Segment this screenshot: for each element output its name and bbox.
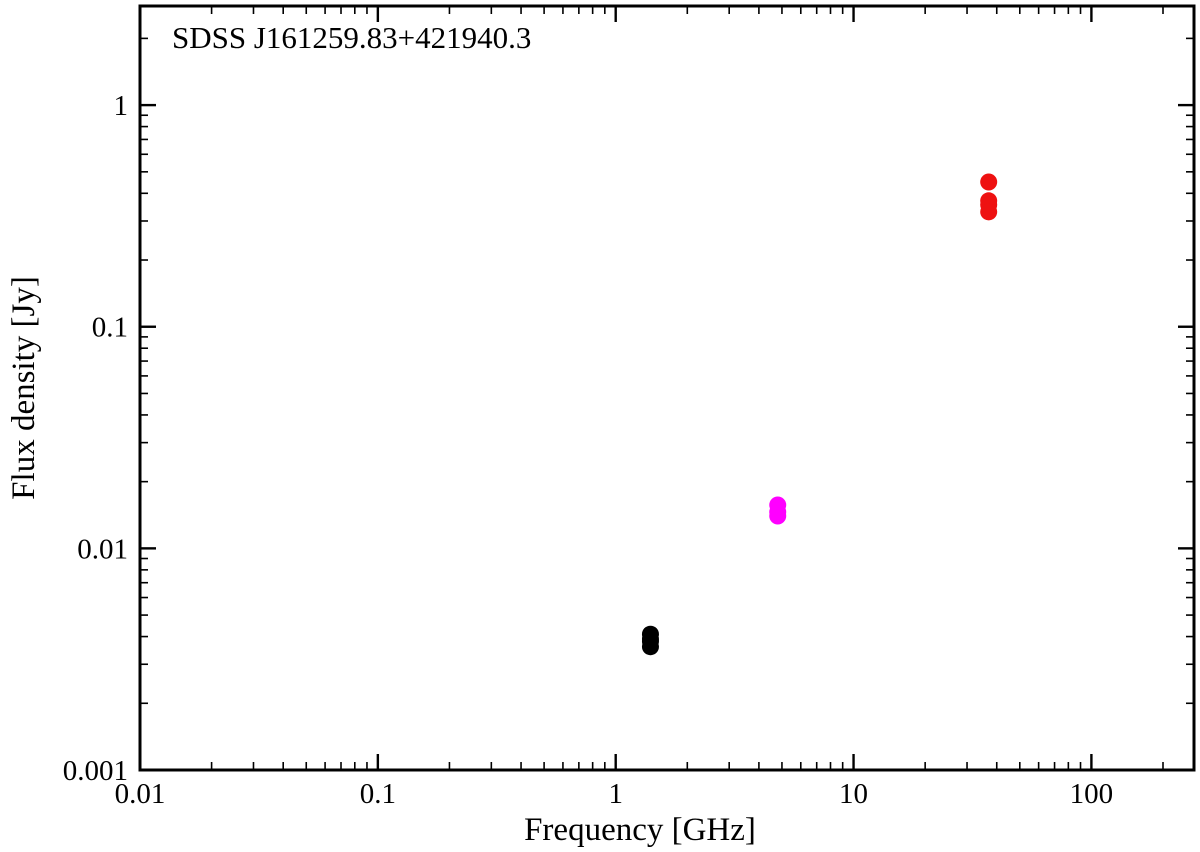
data-point	[641, 638, 659, 656]
x-tick-label: 0.1	[360, 778, 396, 810]
x-tick-label: 1	[608, 778, 623, 810]
x-tick-label: 0.01	[115, 778, 166, 810]
y-tick-label: 0.01	[77, 533, 128, 565]
y-tick-label: 0.1	[92, 312, 128, 344]
data-point	[769, 507, 787, 525]
y-axis-label: Flux density [Jy]	[6, 276, 42, 500]
minor-ticks	[140, 6, 1194, 770]
data-point	[980, 203, 998, 221]
plot-title: SDSS J161259.83+421940.3	[172, 20, 531, 55]
x-tick-label: 100	[1070, 778, 1114, 810]
major-ticks	[138, 6, 1194, 772]
data-point	[980, 173, 998, 191]
x-tick-label: 10	[839, 778, 868, 810]
x-axis-label: Frequency [GHz]	[524, 812, 756, 848]
plot-frame	[138, 4, 1196, 772]
y-tick-label: 0.001	[63, 755, 128, 787]
data-points	[641, 173, 998, 656]
y-tick-label: 1	[114, 90, 129, 122]
